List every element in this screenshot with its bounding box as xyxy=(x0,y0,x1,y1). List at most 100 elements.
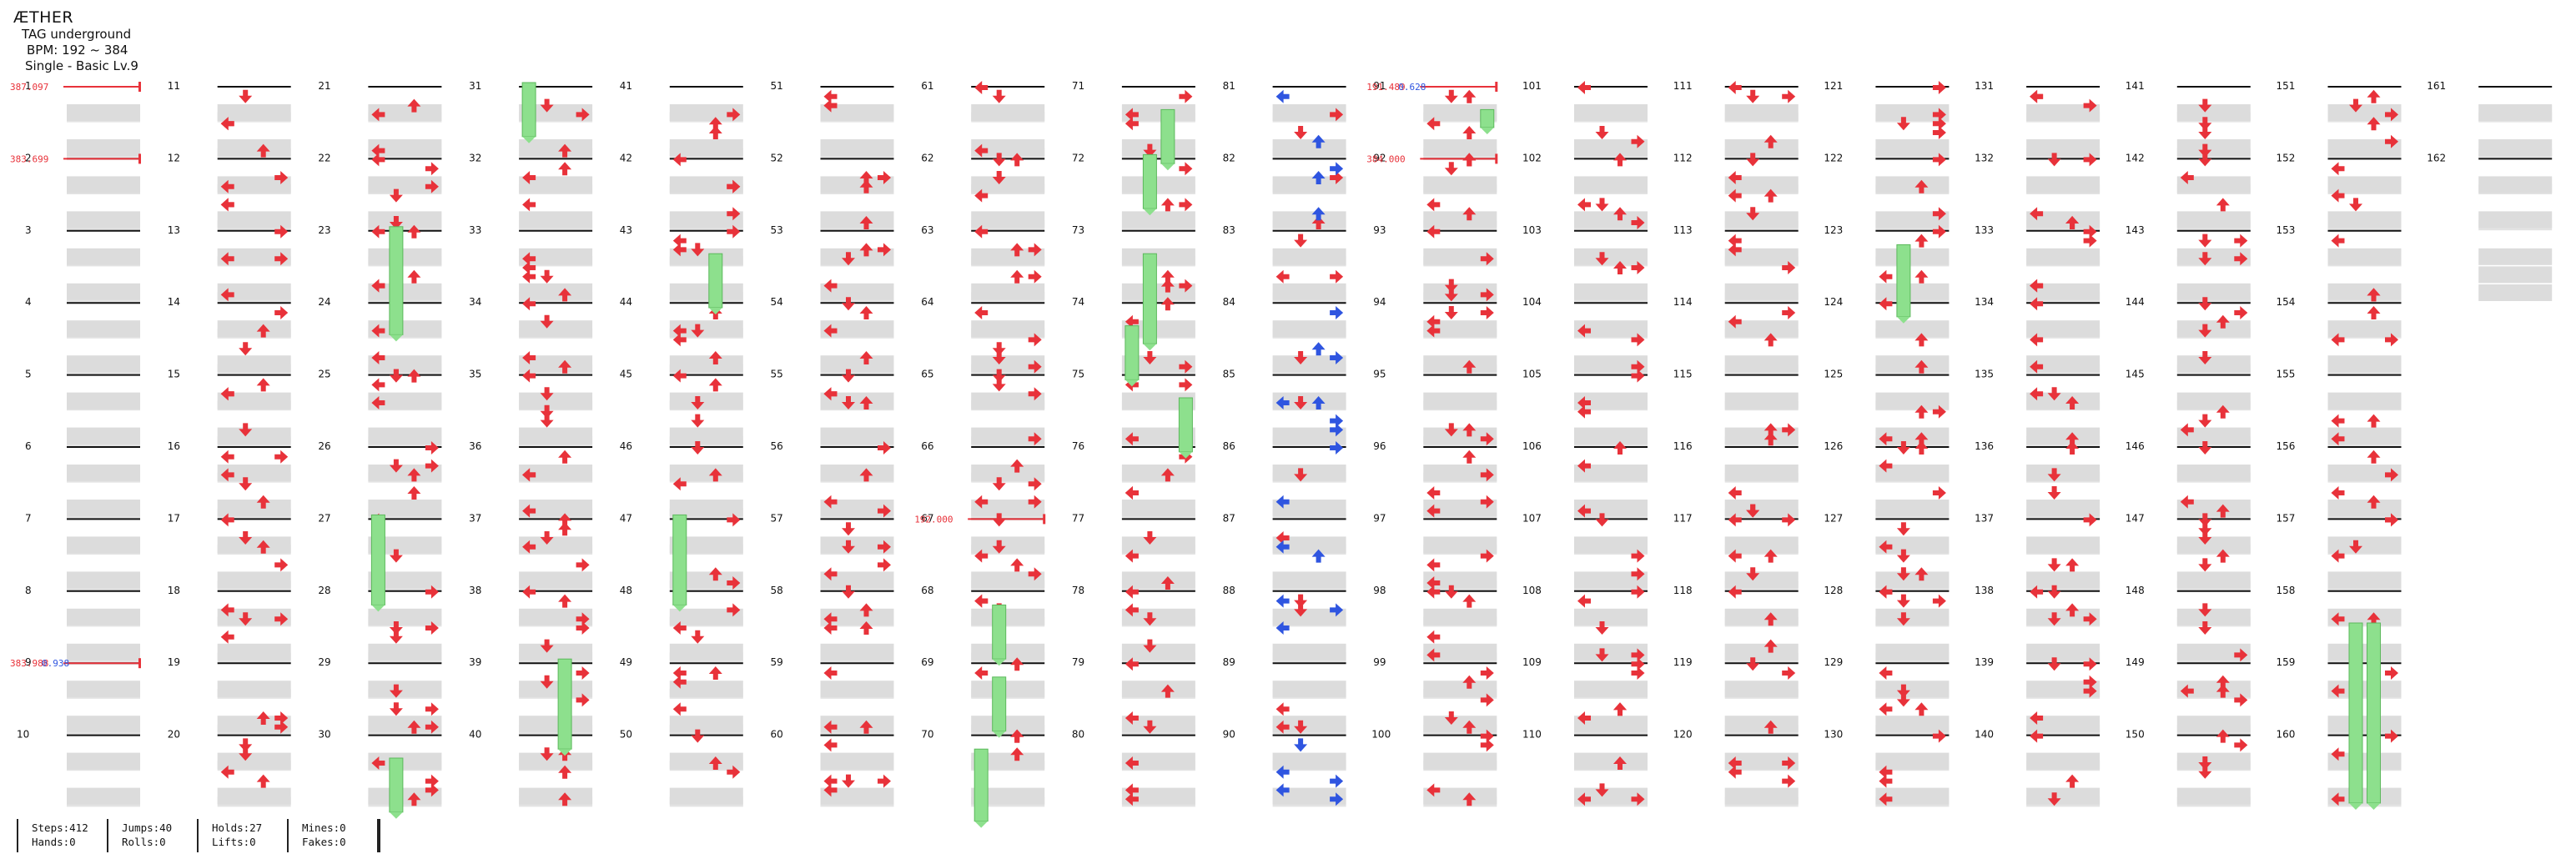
step-arrow-shape xyxy=(1728,486,1742,500)
beat-stripe xyxy=(519,526,593,537)
step-arrow xyxy=(220,387,234,401)
step-arrow-shape xyxy=(859,468,873,482)
step-arrow-shape xyxy=(1914,234,1929,248)
measure-number: 123 xyxy=(1824,224,1843,236)
step-arrow-shape xyxy=(1480,306,1494,319)
beat-stripe xyxy=(368,418,442,429)
step-arrow xyxy=(389,549,403,563)
step-arrow-shape xyxy=(1275,531,1290,545)
step-arrow-shape xyxy=(1124,585,1139,599)
beat-stripe xyxy=(217,310,291,321)
beat-band xyxy=(217,643,291,661)
beat-stripe xyxy=(67,346,140,357)
step-arrow xyxy=(1932,117,1946,131)
beat-stripe xyxy=(1875,598,1950,609)
beat-stripe xyxy=(1724,418,1799,429)
measure-number: 39 xyxy=(469,656,481,668)
beat-band xyxy=(1272,465,1346,481)
step-arrow-shape xyxy=(2385,333,2398,347)
step-arrow xyxy=(1462,792,1477,806)
beat-band xyxy=(519,248,593,265)
step-arrow xyxy=(2216,549,2230,563)
step-arrow-shape xyxy=(371,324,385,338)
step-arrow xyxy=(1160,576,1175,590)
step-arrow xyxy=(2198,234,2212,248)
beat-stripe xyxy=(1121,490,1195,501)
beat-band xyxy=(820,211,894,229)
beat-stripe xyxy=(1121,166,1195,177)
measure-number: 92 xyxy=(1373,152,1386,163)
measure-number: 95 xyxy=(1373,369,1386,380)
step-arrow xyxy=(2234,306,2248,319)
step-arrow xyxy=(708,126,722,139)
beat-stripe xyxy=(1423,598,1497,609)
step-arrow xyxy=(1275,531,1290,545)
step-arrow xyxy=(2030,359,2044,374)
step-arrow xyxy=(878,558,891,572)
measure-number: 155 xyxy=(2277,369,2296,380)
step-arrow-shape xyxy=(1896,549,1910,563)
measure-number: 65 xyxy=(921,369,933,380)
step-arrow xyxy=(1311,549,1326,563)
step-arrow-shape xyxy=(1462,126,1477,139)
beat-stripe xyxy=(1272,202,1346,213)
measure-number: 159 xyxy=(2277,656,2296,668)
beat-stripe xyxy=(2176,130,2251,141)
step-arrow-shape xyxy=(672,234,687,248)
beat-band xyxy=(1724,608,1799,625)
beat-band xyxy=(1574,392,1648,409)
step-arrow xyxy=(2216,314,2230,329)
step-arrow-shape xyxy=(823,720,838,734)
step-arrow xyxy=(1595,198,1609,212)
step-arrow xyxy=(1631,666,1645,680)
step-arrow xyxy=(1595,621,1609,635)
step-arrow xyxy=(1311,207,1326,221)
step-arrow xyxy=(1462,594,1477,608)
beat-band xyxy=(669,465,743,481)
beat-stripe xyxy=(368,455,442,465)
step-arrow-shape xyxy=(1275,621,1290,635)
beat-band xyxy=(2026,787,2101,805)
beat-band xyxy=(820,536,894,554)
step-arrow-shape xyxy=(878,558,891,572)
beat-band xyxy=(2176,248,2251,265)
measure-number: 97 xyxy=(1373,512,1386,524)
step-arrow xyxy=(1124,756,1139,770)
step-arrow-shape xyxy=(823,738,838,752)
step-arrow xyxy=(558,359,572,374)
step-arrow xyxy=(1462,89,1477,103)
step-arrow xyxy=(1444,89,1458,103)
hold-tail xyxy=(2367,803,2381,810)
step-arrow-shape xyxy=(389,369,403,383)
measure-number: 63 xyxy=(921,224,933,236)
beat-stripe xyxy=(217,382,291,393)
step-arrow-shape xyxy=(823,783,838,797)
beat-band xyxy=(2176,716,2251,733)
step-arrow xyxy=(1480,729,1494,743)
step-arrow-shape xyxy=(1728,756,1742,770)
beat-stripe xyxy=(1724,742,1799,753)
step-arrow xyxy=(425,459,439,473)
step-arrow-shape xyxy=(1124,711,1139,725)
step-arrow-shape xyxy=(727,224,741,239)
measure-number: 137 xyxy=(1975,512,1994,524)
step-arrow xyxy=(1028,495,1042,509)
step-arrow-shape xyxy=(1010,243,1024,257)
step-arrow-shape xyxy=(1728,243,1742,257)
step-arrow-shape xyxy=(425,783,439,797)
measure-number: 38 xyxy=(469,585,481,596)
step-arrow-shape xyxy=(239,477,253,491)
step-arrow xyxy=(2367,495,2381,509)
beat-band xyxy=(1875,211,1950,229)
measure-number: 146 xyxy=(2126,440,2145,452)
step-arrow xyxy=(1275,720,1290,734)
beat-band xyxy=(519,283,593,300)
step-arrow xyxy=(1914,432,1929,446)
step-arrow-shape xyxy=(842,540,855,554)
step-arrow xyxy=(672,324,687,338)
step-arrow xyxy=(1179,279,1193,293)
step-arrow xyxy=(389,216,403,229)
beat-band xyxy=(2026,536,2101,554)
beat-band xyxy=(2026,465,2101,481)
beat-stripe xyxy=(2176,455,2251,465)
